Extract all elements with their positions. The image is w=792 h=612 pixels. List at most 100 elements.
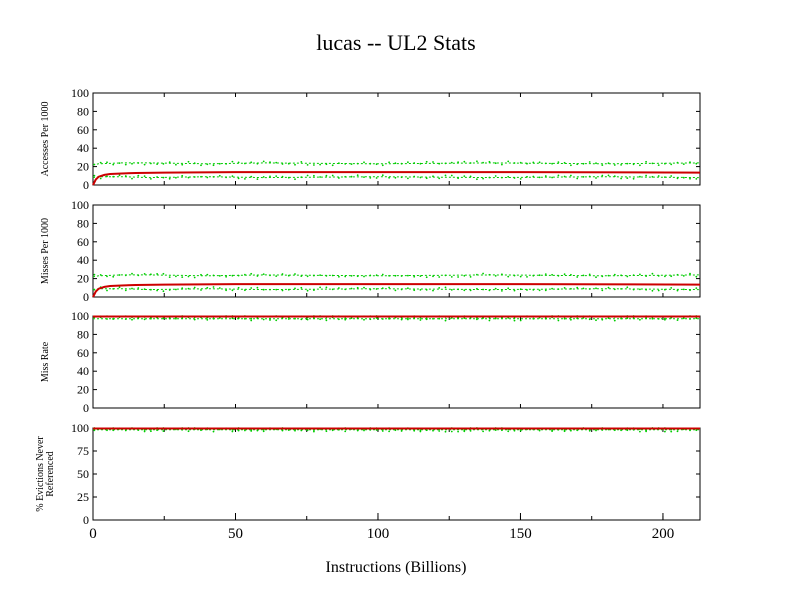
sample-point (275, 175, 278, 178)
sample-point (582, 176, 585, 178)
sample-point (175, 288, 177, 291)
sample-series-line (92, 288, 701, 291)
sample-point (99, 161, 102, 164)
sample-point (237, 274, 240, 277)
sample-point (494, 162, 497, 165)
sample-point (494, 287, 497, 290)
y-tick-label: 50 (77, 467, 89, 481)
sample-point (206, 176, 209, 179)
sample-point (450, 174, 453, 177)
sample-point (450, 161, 453, 164)
sample-point (356, 286, 359, 289)
sample-point (488, 273, 491, 276)
sample-point (482, 430, 484, 433)
sample-point (407, 287, 409, 290)
sample-point (381, 318, 384, 320)
sample-point (413, 162, 416, 164)
sample-point (407, 274, 409, 277)
sample-point (664, 176, 666, 179)
sample-point (482, 272, 484, 275)
sample-point (632, 288, 635, 291)
sample-point (150, 288, 152, 291)
sample-point (450, 317, 453, 319)
y-tick-label: 100 (71, 421, 89, 435)
sample-point (168, 317, 171, 320)
sample-point (269, 288, 271, 291)
sample-point (131, 318, 133, 321)
sample-point (150, 273, 152, 276)
sample-point (532, 175, 535, 178)
sample-point (112, 175, 115, 178)
sample-point (294, 163, 296, 166)
sample-point (369, 177, 372, 179)
sample-point (544, 175, 547, 177)
sample-point (93, 163, 96, 166)
sample-point (306, 164, 309, 166)
sample-point (350, 163, 353, 166)
sample-point (275, 319, 278, 322)
sample-point (450, 430, 453, 433)
sample-point (425, 289, 428, 291)
sample-point (344, 288, 347, 291)
sample-point (99, 274, 102, 276)
sample-point (670, 287, 673, 289)
sample-point (664, 288, 666, 291)
sample-point (563, 175, 566, 178)
sample-point (419, 275, 422, 277)
sample-point (507, 175, 510, 178)
y-axis-label: Referenced (45, 451, 56, 497)
sample-point (313, 174, 315, 177)
sample-point (457, 177, 459, 180)
sample-point (244, 273, 246, 276)
sample-point (275, 275, 278, 277)
sample-point (375, 317, 378, 319)
sample-point (544, 162, 547, 165)
sample-point (187, 176, 190, 179)
sample-point (363, 176, 365, 179)
sample-point (476, 287, 478, 290)
sample-point (375, 177, 378, 179)
mean-series-line (92, 283, 701, 298)
sample-point (432, 175, 434, 178)
sample-point (639, 164, 641, 167)
sample-point (281, 175, 284, 178)
sample-point (381, 430, 384, 432)
sample-point (532, 161, 535, 164)
sample-point (175, 163, 177, 166)
sample-point (106, 289, 108, 292)
sample-point (538, 274, 541, 277)
sample-point (557, 288, 560, 290)
sample-point (350, 317, 353, 319)
sample-point (413, 317, 416, 319)
sample-point (538, 289, 541, 292)
sample-point (632, 274, 635, 276)
sample-point (325, 319, 328, 322)
sample-point (143, 288, 146, 290)
sample-point (156, 176, 159, 178)
sample-point (676, 161, 679, 164)
sample-point (106, 318, 108, 320)
sample-point (413, 175, 416, 178)
sample-point (269, 274, 271, 277)
sample-point (112, 318, 115, 320)
sample-point (438, 317, 441, 320)
sample-point (325, 174, 328, 177)
sample-point (344, 163, 347, 165)
sample-point (237, 429, 240, 432)
sample-point (193, 162, 196, 165)
sample-point (513, 162, 516, 164)
sample-point (501, 176, 503, 179)
sample-point (582, 287, 585, 290)
sample-point (695, 287, 698, 289)
sample-point (175, 275, 177, 278)
sample-point (645, 160, 647, 163)
sample-point (526, 289, 528, 291)
sample-point (200, 289, 202, 291)
sample-point (507, 160, 510, 163)
sample-point (620, 177, 622, 180)
sample-point (557, 319, 560, 322)
sample-point (626, 286, 629, 289)
sample-point (494, 429, 497, 431)
sample-point (407, 318, 409, 321)
sample-point (250, 272, 253, 275)
